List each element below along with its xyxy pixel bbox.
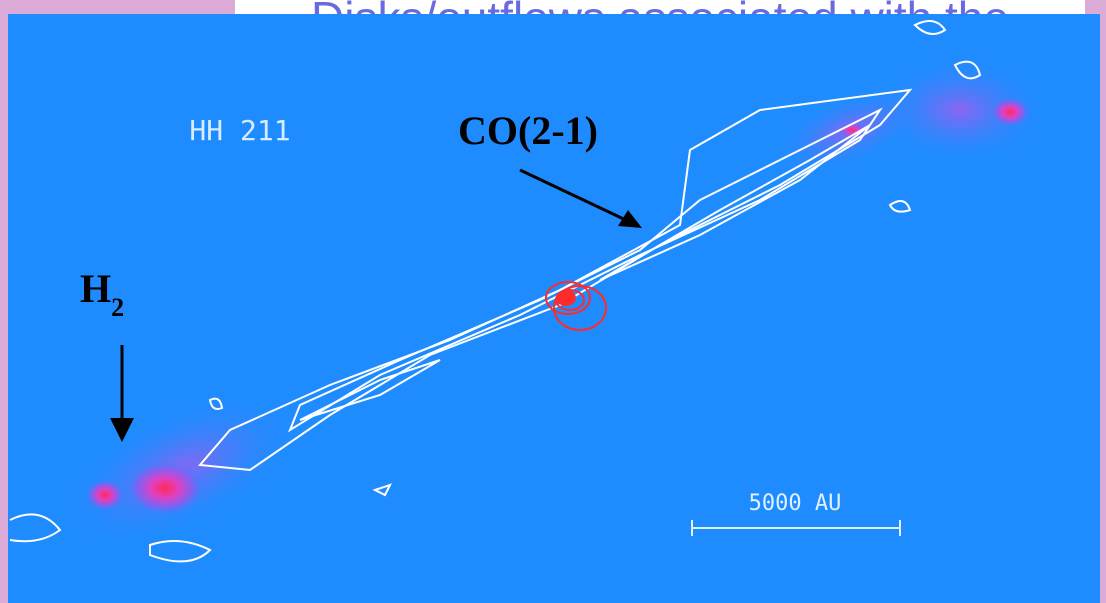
image: HH 211 CO(2-1) H2 5000 AU: [8, 14, 1100, 603]
knot: [85, 479, 125, 511]
co-label: CO(2-1): [458, 108, 598, 153]
slide: Disks/outflows associated with the: [0, 0, 1106, 603]
h2-base: H: [80, 266, 111, 311]
h2-sub: 2: [111, 293, 124, 322]
scale-label: 5000 AU: [749, 491, 842, 516]
page: Disks/outflows associated with the: [0, 0, 1106, 603]
core: [556, 290, 576, 306]
object-label: HH 211: [189, 114, 290, 147]
knot: [125, 460, 205, 516]
knot: [990, 97, 1030, 127]
